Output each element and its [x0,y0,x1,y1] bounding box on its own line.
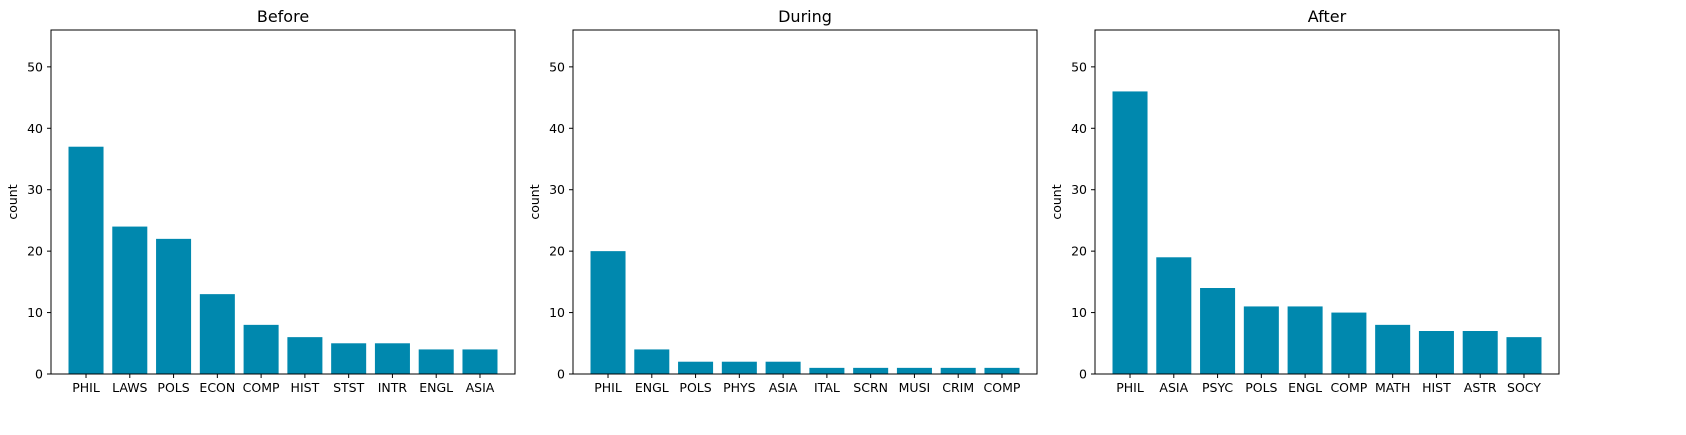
x-tick-label-pols: POLS [1245,380,1277,395]
bar-astr [1462,331,1498,374]
x-tick-label-hist: HIST [291,380,320,395]
x-tick-label-engl: ENGL [635,380,669,395]
x-tick-label-phil: PHIL [1116,380,1144,395]
bar-hist [1418,331,1454,374]
bar-engl [1287,306,1323,374]
bar-pols [156,238,192,374]
y-axis-label: count [527,184,542,219]
x-tick-label-hist: HIST [1422,380,1451,395]
bar-psyc [1200,288,1236,374]
bar-math [1375,324,1411,374]
y-tick-label: 30 [549,182,565,197]
chart-title: Before [257,7,309,26]
x-tick-label-econ: ECON [199,380,235,395]
bar-econ [199,294,235,374]
y-tick-label: 0 [35,367,43,382]
x-tick-label-psyc: PSYC [1202,380,1233,395]
y-tick-label: 20 [27,244,43,259]
x-tick-label-asia: ASIA [466,380,495,395]
chart-title: After [1308,7,1347,26]
y-tick-label: 50 [27,59,43,74]
x-tick-label-phil: PHIL [72,380,100,395]
x-tick-label-scrn: SCRN [853,380,888,395]
x-tick-label-pols: POLS [679,380,711,395]
x-tick-label-asia: ASIA [769,380,798,395]
bar-comp [984,367,1020,374]
x-tick-label-comp: COMP [1330,380,1367,395]
y-tick-label: 20 [1071,244,1087,259]
x-tick-label-math: MATH [1375,380,1410,395]
bar-phil [590,251,626,374]
bar-asia [1156,257,1192,374]
y-tick-label: 0 [1079,367,1087,382]
chart-title: During [778,7,832,26]
bar-ital [809,367,845,374]
y-tick-label: 30 [1071,182,1087,197]
chart-panel-after: 0 10 20 30 40 50 PHIL ASIA PSYC POLS ENGL COMP MATH H… [1049,7,1560,395]
bar-hist [287,337,323,374]
bar-phil [1112,91,1148,375]
bar-asia [462,349,498,374]
bar-comp [243,324,279,374]
y-tick-label: 40 [549,121,565,136]
chart-panel-before: 0 10 20 30 40 50 PHIL LAWS POLS ECON COMP HIST STST I… [5,7,516,395]
x-tick-label-comp: COMP [984,380,1021,395]
y-tick-label: 30 [27,182,43,197]
y-tick-label: 50 [549,59,565,74]
x-tick-label-phys: PHYS [723,380,756,395]
x-tick-label-stst: STST [333,380,365,395]
x-tick-label-phil: PHIL [594,380,622,395]
bar-laws [112,226,148,374]
bar-engl [634,349,670,374]
bar-stst [331,343,367,374]
x-tick-label-engl: ENGL [419,380,453,395]
y-tick-label: 50 [1071,59,1087,74]
x-tick-label-ital: ITAL [814,380,840,395]
axes-frame [1094,29,1560,375]
bar-crim [940,367,976,374]
bar-intr [374,343,410,374]
y-tick-label: 10 [549,305,565,320]
y-tick-label: 20 [549,244,565,259]
x-tick-label-laws: LAWS [112,380,147,395]
bar-comp [1331,312,1367,374]
x-tick-label-asia: ASIA [1159,380,1188,395]
bar-socy [1506,337,1542,374]
x-tick-label-intr: INTR [378,380,408,395]
y-axis-label: count [5,184,20,219]
axes-frame [572,29,1038,375]
y-tick-label: 40 [1071,121,1087,136]
bar-musi [896,367,932,374]
x-tick-label-engl: ENGL [1288,380,1322,395]
bar-scrn [853,367,889,374]
y-tick-label: 40 [27,121,43,136]
bar-asia [765,361,801,374]
x-tick-label-musi: MUSI [899,380,931,395]
axes-frame [50,29,516,375]
bar-engl [418,349,454,374]
bar-phil [68,146,104,374]
x-tick-label-socy: SOCY [1507,380,1541,395]
y-tick-label: 0 [557,367,565,382]
bar-pols [678,361,714,374]
x-tick-label-astr: ASTR [1464,380,1497,395]
y-tick-label: 10 [1071,305,1087,320]
x-tick-label-crim: CRIM [942,380,974,395]
x-tick-label-comp: COMP [243,380,280,395]
y-tick-label: 10 [27,305,43,320]
chart-panel-during: 0 10 20 30 40 50 PHIL ENGL POLS PHYS ASIA ITAL SCRN M… [527,7,1038,395]
bar-pols [1243,306,1279,374]
x-tick-label-pols: POLS [157,380,189,395]
y-axis-label: count [1049,184,1064,219]
bar-phys [721,361,757,374]
